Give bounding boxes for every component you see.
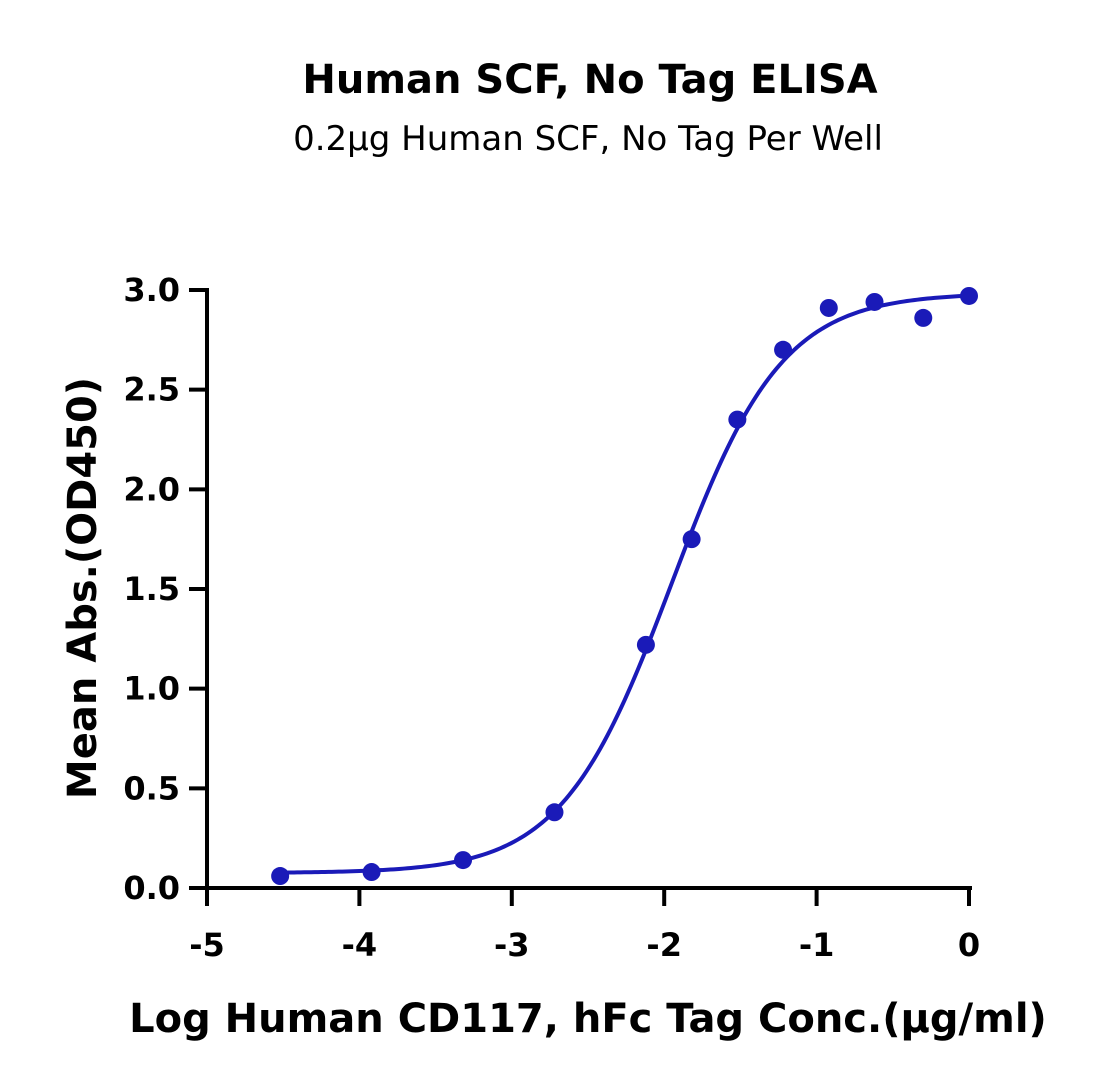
- data-point: [636, 635, 655, 654]
- y-tick-label: 1.0: [123, 670, 180, 708]
- data-point: [914, 308, 933, 327]
- fit-curve: [280, 293, 970, 875]
- x-tick-label: -5: [189, 926, 225, 964]
- y-tick-label: 0.0: [123, 869, 180, 907]
- x-tick-label: -4: [342, 926, 378, 964]
- data-point: [865, 292, 884, 311]
- data-point: [362, 863, 381, 882]
- y-tick-label: 1.5: [123, 570, 180, 608]
- y-tick-label: 2.0: [123, 470, 180, 508]
- data-points-layer: [271, 286, 978, 886]
- x-tick-label: 0: [958, 926, 980, 964]
- y-tick-label: 3.0: [123, 271, 180, 309]
- x-axis-label: Log Human CD117, hFc Tag Conc.(µg/ml): [129, 996, 1047, 1042]
- y-ticks: 0.0 0.5 1.0 1.5 2.0 2.5 3.0: [123, 271, 207, 907]
- y-axis-label: Mean Abs.(OD450): [60, 377, 106, 799]
- data-point: [774, 340, 793, 359]
- data-point: [960, 286, 978, 305]
- x-tick-label: -2: [646, 926, 682, 964]
- x-tick-label: -1: [799, 926, 835, 964]
- data-point: [728, 410, 747, 429]
- data-point: [545, 803, 564, 822]
- y-tick-label: 2.5: [123, 371, 180, 409]
- data-point: [454, 851, 473, 870]
- fit-curve-layer: [280, 293, 970, 875]
- x-tick-label: -3: [494, 926, 530, 964]
- y-tick-label: 0.5: [123, 769, 180, 807]
- data-point: [271, 867, 290, 886]
- x-ticks: -5 -4 -3 -2 -1 0: [189, 888, 980, 964]
- chart-subtitle: 0.2µg Human SCF, No Tag Per Well: [293, 119, 883, 159]
- chart-title: Human SCF, No Tag ELISA: [302, 57, 877, 103]
- axes: [205, 288, 972, 890]
- data-point: [819, 298, 838, 317]
- data-point: [682, 530, 701, 549]
